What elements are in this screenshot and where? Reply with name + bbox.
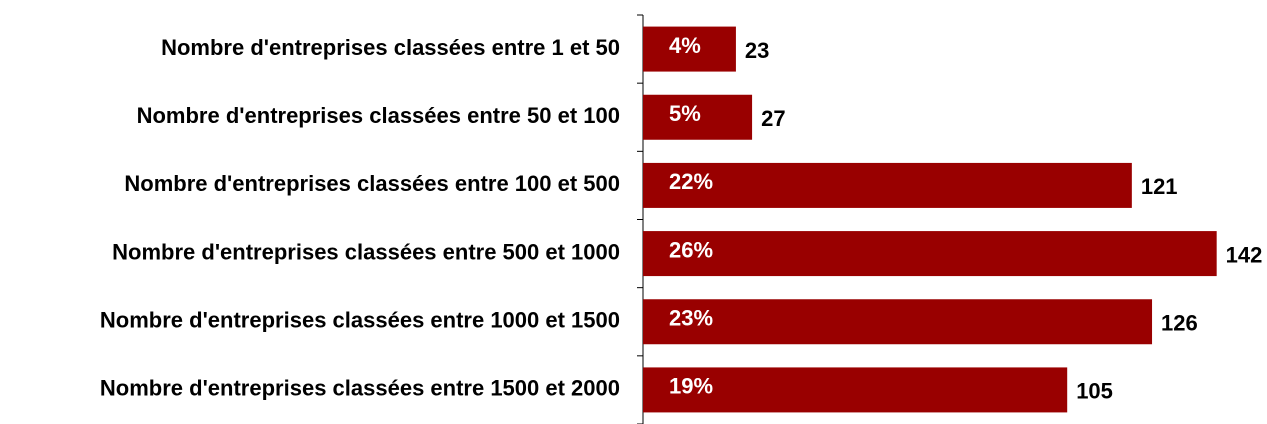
bar: [643, 26, 736, 72]
category-label: Nombre d'entreprises classées entre 1000…: [100, 308, 620, 333]
value-label: 23: [745, 38, 769, 63]
bar: [643, 94, 753, 140]
share-label: 23%: [669, 306, 713, 331]
category-label: Nombre d'entreprises classées entre 1500…: [100, 376, 620, 401]
category-label: Nombre d'entreprises classées entre 50 e…: [137, 103, 620, 128]
bar: [643, 367, 1068, 413]
share-label: 19%: [669, 374, 713, 399]
category-label: Nombre d'entreprises classées entre 500 …: [112, 239, 620, 264]
share-label: 5%: [669, 101, 701, 126]
share-label: 4%: [669, 33, 701, 58]
bar: [643, 299, 1153, 345]
share-label: 22%: [669, 169, 713, 194]
share-label: 26%: [669, 237, 713, 262]
value-label: 142: [1226, 242, 1263, 267]
bar: [643, 231, 1217, 277]
bar: [643, 162, 1132, 208]
value-label: 126: [1161, 311, 1198, 336]
category-label: Nombre d'entreprises classées entre 1 et…: [161, 35, 620, 60]
value-label: 105: [1076, 379, 1113, 404]
category-label: Nombre d'entreprises classées entre 100 …: [124, 171, 620, 196]
value-label: 121: [1141, 174, 1178, 199]
value-label: 27: [761, 106, 785, 131]
